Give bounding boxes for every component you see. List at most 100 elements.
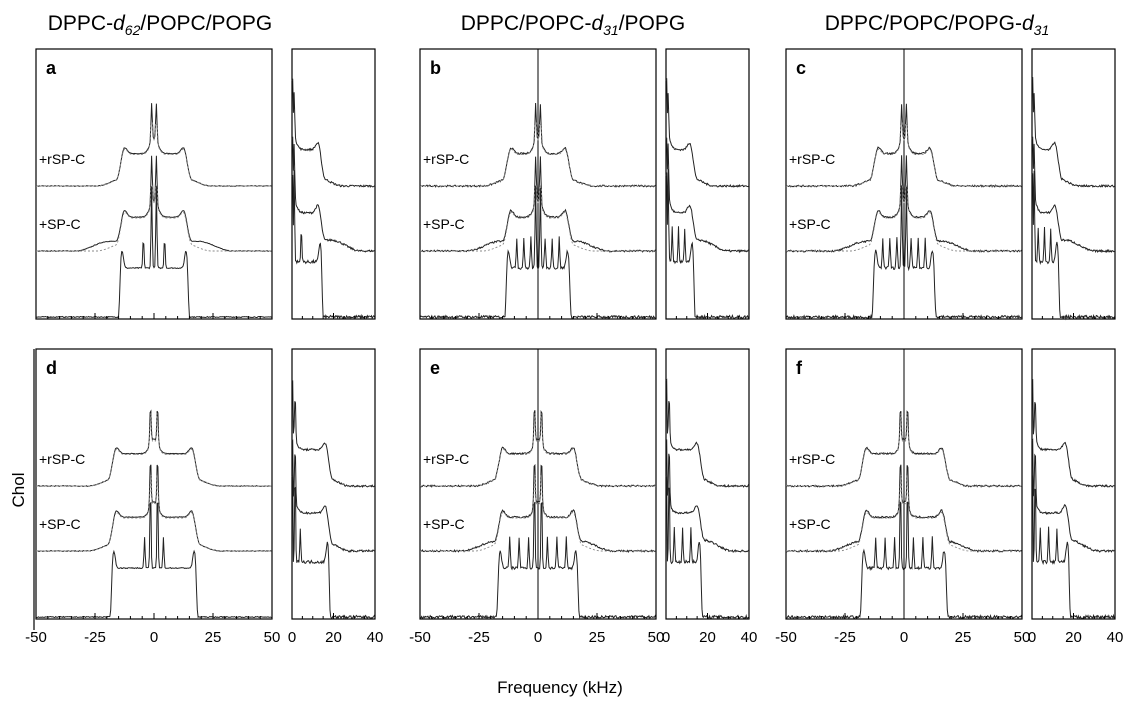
panel-label: d (46, 358, 57, 378)
tick-label-main: -25 (84, 629, 106, 646)
side-trace-rsp-c (665, 78, 750, 188)
trace-rsp-c-overlay (36, 121, 272, 187)
trace-rsp-c (419, 102, 657, 188)
side-trace-rsp-c (1031, 76, 1116, 188)
column-title-2: DPPC/POPC-d31/POPG (461, 12, 685, 38)
trace-sp-c-overlay (36, 474, 272, 552)
tick-label-main: -25 (468, 629, 490, 646)
trace-rsp-c (785, 410, 1023, 488)
trace-lipid-only (785, 185, 1023, 320)
side-trace-rsp-c (292, 380, 376, 489)
x-axis-title: Frequency (kHz) (497, 678, 623, 697)
trace-sp-c (419, 463, 657, 553)
side-trace-rsp-c (1031, 379, 1116, 488)
column-title-subscript: 31 (1034, 22, 1050, 38)
column-title-base: DPPC- (48, 12, 113, 35)
trace-label-rsp-c: +rSP-C (423, 451, 469, 467)
trace-rsp-c (419, 410, 657, 488)
column-title-italic: d (1022, 12, 1035, 35)
column-titles: DPPC-d62/POPC/POPG DPPC/POPC-d31/POPG DPPC… (48, 12, 1049, 38)
column-title-1: DPPC-d62/POPC/POPG (48, 12, 272, 38)
panels: a +rSP-C +SP-C b +rSP-C +SP-C c +rSP-C +SP-C d +rS… (35, 48, 1116, 620)
panel-f: f +rSP-C +SP-C (785, 348, 1116, 620)
side-trace-sp-c (291, 439, 376, 553)
panel-label: a (46, 58, 57, 78)
panel-e: e +rSP-C +SP-C (419, 348, 750, 620)
side-trace-sp-c (1031, 438, 1116, 553)
side-trace-rsp-c (665, 378, 750, 488)
tick-label-side: 20 (699, 629, 716, 646)
tick-label-main: 25 (955, 629, 972, 646)
panel-label: e (430, 358, 440, 378)
column-title-rest: /POPG (619, 12, 686, 35)
panel-label: f (796, 358, 803, 378)
tick-label-side: 20 (1065, 629, 1082, 646)
trace-label-rsp-c: +rSP-C (423, 151, 469, 167)
column-title-subscript: 31 (603, 22, 619, 38)
trace-lipid-only (35, 501, 273, 619)
panel-a: a +rSP-C +SP-C (35, 48, 376, 321)
trace-rsp-c-overlay (420, 121, 656, 187)
side-trace-sp-c (291, 136, 376, 253)
trace-label-sp-c: +SP-C (39, 516, 81, 532)
trace-lipid-only (419, 185, 656, 320)
side-panel-frame (1031, 348, 1116, 620)
tick-label-side: 0 (662, 629, 670, 646)
trace-rsp-c-overlay (786, 121, 1022, 187)
side-trace-sp-c (1031, 136, 1116, 254)
tick-label-main: -25 (834, 629, 856, 646)
tick-label-side: 20 (325, 629, 342, 646)
trace-sp-c-overlay (36, 183, 272, 252)
side-trace-lipid-only (291, 170, 376, 321)
panel-label: c (796, 58, 806, 78)
tick-label-main: 50 (648, 629, 665, 646)
column-title-italic: d (591, 12, 604, 35)
tick-label-main: 25 (589, 629, 606, 646)
tick-label-side: 0 (1028, 629, 1036, 646)
panel-frame (35, 48, 273, 320)
trace-label-sp-c: +SP-C (789, 216, 831, 232)
trace-sp-c-overlay (786, 474, 1022, 552)
tick-label-main: 0 (150, 629, 158, 646)
trace-lipid-only (35, 186, 273, 319)
tick-labels: -50 -25 0 25 50 0 20 40 -50 -25 0 25 500 20 40 -50 -25 0 2… (25, 629, 1123, 646)
side-panel-frame (665, 348, 750, 620)
side-trace-lipid-only (665, 475, 749, 620)
side-trace-lipid-only (1031, 170, 1116, 321)
panel-frame (35, 348, 273, 620)
trace-lipid-only (785, 501, 1023, 620)
tick-label-main: -50 (775, 629, 797, 646)
column-title-base: DPPC/POPC/POPG- (825, 12, 1022, 35)
side-trace-rsp-c (291, 78, 376, 189)
trace-sp-c-overlay (786, 183, 1022, 252)
trace-label-sp-c: +SP-C (39, 216, 81, 232)
tick-label-main: 50 (1014, 629, 1031, 646)
tick-label-main: 0 (900, 629, 908, 646)
tick-label-side: 40 (1107, 629, 1124, 646)
trace-sp-c-overlay (420, 183, 656, 252)
tick-label-main: -50 (25, 629, 47, 646)
panel-label: b (430, 58, 441, 78)
trace-label-sp-c: +SP-C (789, 516, 831, 532)
tick-label-side: 0 (288, 629, 296, 646)
tick-label-side: 40 (741, 629, 758, 646)
side-trace-lipid-only (291, 474, 376, 620)
trace-sp-c (35, 464, 272, 552)
trace-label-rsp-c: +rSP-C (789, 151, 835, 167)
trace-label-sp-c: +SP-C (423, 216, 465, 232)
column-title-3: DPPC/POPC/POPG-d31 (825, 12, 1049, 38)
panel-d: d +rSP-C +SP-C (35, 348, 376, 620)
trace-lipid-only (419, 501, 657, 620)
side-trace-sp-c (665, 439, 749, 553)
column-title-rest: /POPC/POPG (140, 12, 272, 35)
trace-rsp-c-overlay (36, 413, 272, 487)
panel-b: b +rSP-C +SP-C (419, 48, 750, 320)
column-title-base: DPPC/POPC- (461, 12, 592, 35)
side-panel-frame (291, 348, 376, 620)
trace-sp-c (35, 155, 272, 252)
trace-rsp-c (35, 103, 273, 187)
tick-label-main: 0 (534, 629, 542, 646)
row-label-chol: Chol (9, 473, 28, 508)
tick-label-main: 25 (205, 629, 222, 646)
